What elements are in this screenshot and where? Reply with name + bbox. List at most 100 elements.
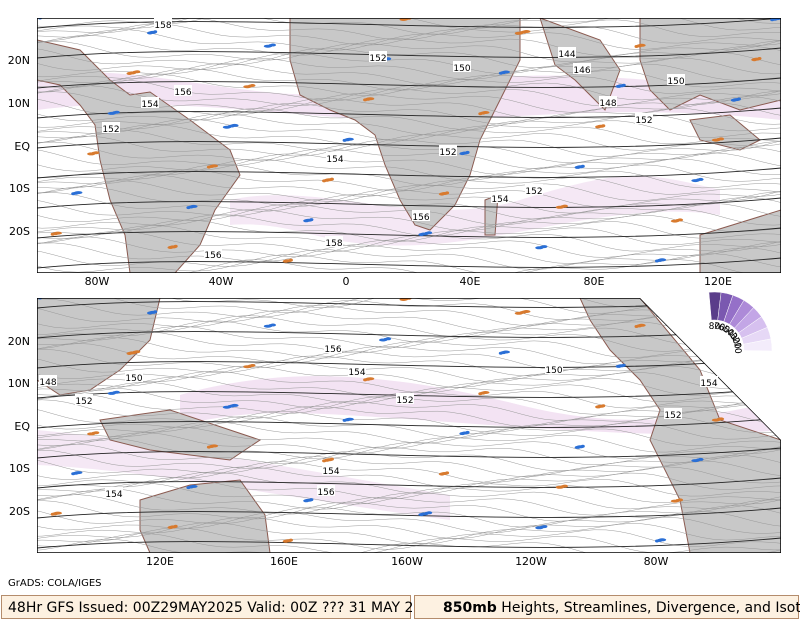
contour-label-bg (325, 236, 343, 247)
divergence-blob (363, 378, 368, 382)
contour-label: 150 (545, 366, 562, 376)
streamline (37, 432, 781, 455)
divergence-blob (342, 138, 347, 142)
contour-label: 150 (453, 64, 470, 74)
height-contour (37, 167, 781, 179)
divergence-blob (282, 259, 289, 263)
divergence-blob (478, 392, 483, 396)
contour-label: 158 (154, 21, 171, 31)
contour-label: 156 (317, 488, 334, 498)
divergence-blob (535, 246, 544, 250)
labels: 20N 10N EQ 10S 20S 80W 40W 0 40E 80E 120E 158 152 150… (8, 18, 732, 568)
divergence-blob (773, 298, 781, 301)
streamline (37, 460, 781, 483)
contour-label: 152 (396, 396, 413, 406)
contour-label: 152 (525, 187, 542, 197)
divergence-blob (282, 539, 289, 543)
divergence-blob (670, 499, 679, 503)
height-contour (37, 327, 781, 339)
lat-label: 10N (8, 97, 30, 110)
streamline (37, 426, 781, 449)
divergence-blob (71, 472, 76, 476)
contour-label: 148 (39, 378, 56, 388)
streamline (37, 236, 781, 258)
contour-label-bg (141, 97, 159, 108)
divergence-blob (206, 165, 211, 169)
isotach-band (230, 176, 720, 246)
streamline (37, 130, 781, 152)
divergence-blob (615, 84, 622, 88)
legend-label: 80 (709, 322, 721, 332)
divergence-blob (438, 192, 445, 196)
streamline (37, 331, 781, 354)
contour-label-bg (412, 210, 430, 221)
contour-label-bg (39, 375, 57, 386)
divergence-blob (303, 499, 310, 503)
lon-label: 40E (460, 275, 481, 288)
streamline (37, 539, 781, 553)
contour-label: 150 (667, 77, 684, 87)
lat-label: EQ (14, 140, 30, 153)
height-contour (37, 387, 781, 399)
contour-label: 154 (348, 368, 365, 378)
legend-label: 60 (716, 322, 731, 336)
streamline (37, 51, 781, 74)
streamline (37, 482, 781, 505)
contour-label-bg (439, 145, 457, 156)
streamline (37, 146, 781, 169)
streamline (37, 494, 781, 516)
contour-label-bg (125, 371, 143, 382)
streamline (37, 387, 781, 409)
contour-label: 152 (75, 397, 92, 407)
streamline (37, 35, 781, 57)
contour-label-bg (102, 122, 120, 133)
lon-label: 80W (85, 275, 110, 288)
divergence-blob (770, 298, 775, 302)
height-contour (37, 107, 781, 119)
footer-level: 850mb (443, 600, 497, 616)
streamline (37, 152, 781, 175)
contour-label-bg (667, 74, 685, 85)
divergence-blob (147, 311, 153, 315)
divergence-blob (751, 58, 758, 62)
streamline (37, 29, 781, 51)
height-contour (37, 257, 781, 269)
lat-label: EQ (14, 420, 30, 433)
divergence-blob (514, 31, 523, 35)
credit: GrADS: COLA/IGES (8, 578, 102, 589)
divergence-blob (322, 179, 327, 183)
footer-right: 850mb Heights, Streamlines, Divergence, … (414, 595, 800, 619)
divergence-blob (107, 111, 116, 115)
streamline (37, 180, 781, 202)
streamline (37, 57, 781, 80)
divergence-blob (770, 18, 775, 22)
legend-swatch (743, 338, 773, 352)
streamline (37, 74, 781, 96)
contour-label-bg (635, 113, 653, 124)
height-contour (37, 357, 781, 369)
streamline (37, 208, 781, 231)
divergence-blob (691, 179, 700, 183)
contour-label: 152 (664, 411, 681, 421)
legend-label: 30 (727, 331, 741, 346)
divergence-blob (418, 233, 425, 237)
divergence-blob (186, 206, 191, 210)
bottom-map (37, 298, 781, 553)
streamline (37, 527, 781, 550)
divergence-blob (732, 378, 741, 382)
divergence-blob (730, 98, 737, 102)
divergence-blob (711, 138, 720, 142)
height-contour (37, 507, 781, 519)
divergence-blob (555, 485, 564, 489)
contour-label-bg (396, 393, 414, 404)
contour-label-bg (174, 85, 192, 96)
streamline (37, 343, 781, 365)
divergence-blob (691, 459, 700, 463)
divergence-blob (514, 311, 523, 315)
contour-label-bg (75, 394, 93, 405)
contour-label-bg (317, 485, 335, 496)
lat-label: 10N (8, 377, 30, 390)
divergence-blob (87, 432, 96, 436)
contour-label-bg (558, 47, 576, 58)
